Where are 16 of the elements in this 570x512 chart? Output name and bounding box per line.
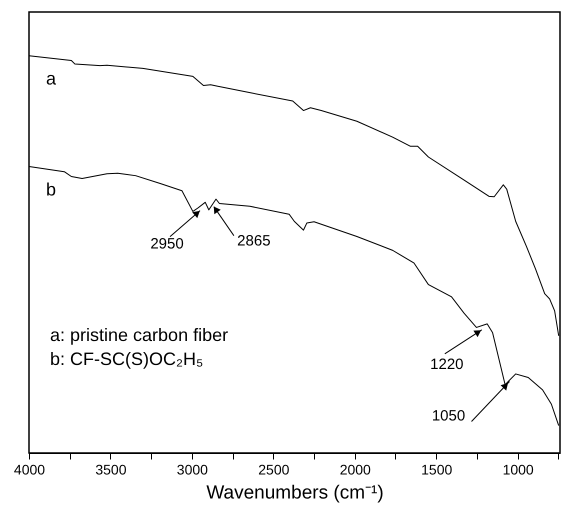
annotation: 2950 [150, 236, 184, 253]
annotation: a: pristine carbon fiber [50, 325, 228, 345]
annotation: 1220 [430, 356, 464, 373]
x-axis-title: Wavenumbers (cm⁻¹) [206, 482, 384, 504]
x-tick-label: 2500 [258, 462, 290, 478]
x-tick-label: 4000 [14, 462, 46, 478]
x-tick-label: 1000 [502, 462, 534, 478]
x-tick-label: 2000 [340, 462, 372, 478]
x-tick-label: 1500 [421, 462, 452, 478]
x-tick-label: 3500 [95, 462, 127, 478]
annotation: b: CF-SC(S)OC₂H₅ [50, 349, 204, 369]
series-label: b [46, 180, 56, 200]
annotation: 2865 [237, 232, 271, 250]
x-tick-label: 3000 [176, 462, 208, 478]
series-label: a [46, 68, 57, 89]
annotation: 1050 [432, 407, 466, 424]
